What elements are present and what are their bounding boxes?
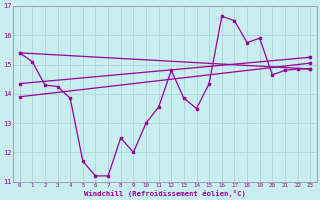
X-axis label: Windchill (Refroidissement éolien,°C): Windchill (Refroidissement éolien,°C) <box>84 190 246 197</box>
